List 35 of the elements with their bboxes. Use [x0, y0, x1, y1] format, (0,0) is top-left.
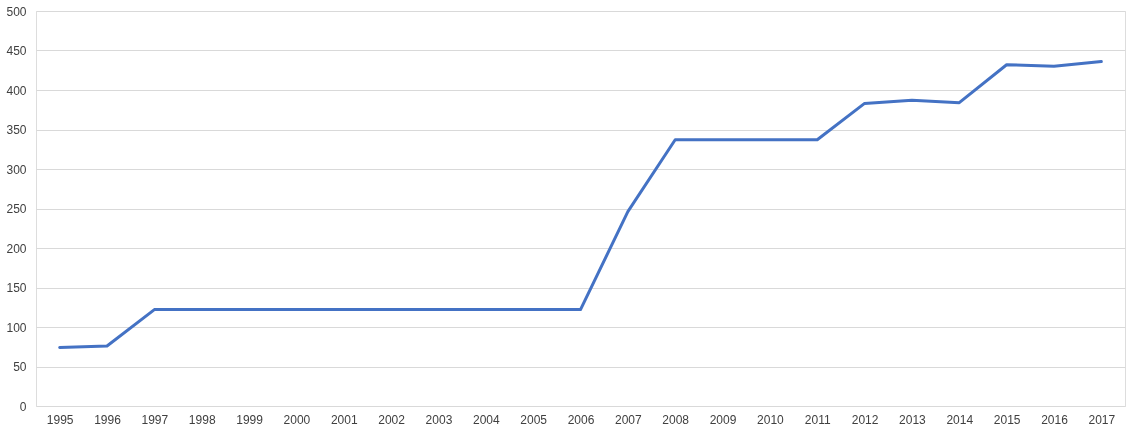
x-tick-label: 2002	[378, 412, 406, 427]
y-tick-label: 500	[6, 4, 27, 19]
x-tick-label: 2000	[283, 412, 311, 427]
y-tick-label: 0	[19, 399, 27, 414]
x-tick-label: 2017	[1088, 412, 1116, 427]
x-tick-label: 2013	[899, 412, 927, 427]
x-tick-label: 2008	[662, 412, 690, 427]
y-tick-label: 350	[6, 123, 27, 137]
y-tick-label: 50	[13, 360, 27, 374]
y-tick-label: 400	[6, 83, 27, 98]
x-tick-label: 2016	[1041, 412, 1069, 427]
x-tick-label: 2007	[615, 412, 643, 427]
y-tick-label: 250	[6, 202, 27, 216]
y-tick-label: 450	[6, 44, 27, 58]
x-tick-label: 1999	[236, 412, 264, 427]
x-tick-label: 2004	[472, 412, 500, 427]
y-tick-label: 150	[6, 281, 27, 295]
x-tick-label: 2015	[993, 412, 1021, 427]
x-tick-label: 2011	[804, 412, 831, 427]
y-tick-label: 100	[6, 320, 27, 335]
x-tick-label: 2005	[520, 412, 548, 427]
x-tick-label: 2003	[425, 412, 453, 427]
x-tick-label: 1998	[188, 412, 216, 427]
y-tick-label: 200	[6, 241, 27, 256]
line-series	[58, 60, 1103, 350]
x-tick-label: 2001	[330, 412, 358, 427]
x-tick-label: 2009	[709, 412, 737, 427]
x-tick-label: 2012	[851, 412, 879, 427]
x-tick-label: 2006	[567, 412, 595, 427]
y-tick-label: 300	[6, 162, 27, 177]
x-tick-label: 2014	[946, 412, 974, 427]
x-tick-label: 2010	[757, 412, 785, 427]
x-tick-label: 1997	[141, 412, 169, 427]
x-tick-label: 1996	[94, 412, 122, 427]
x-tick-label: 1995	[46, 412, 74, 427]
